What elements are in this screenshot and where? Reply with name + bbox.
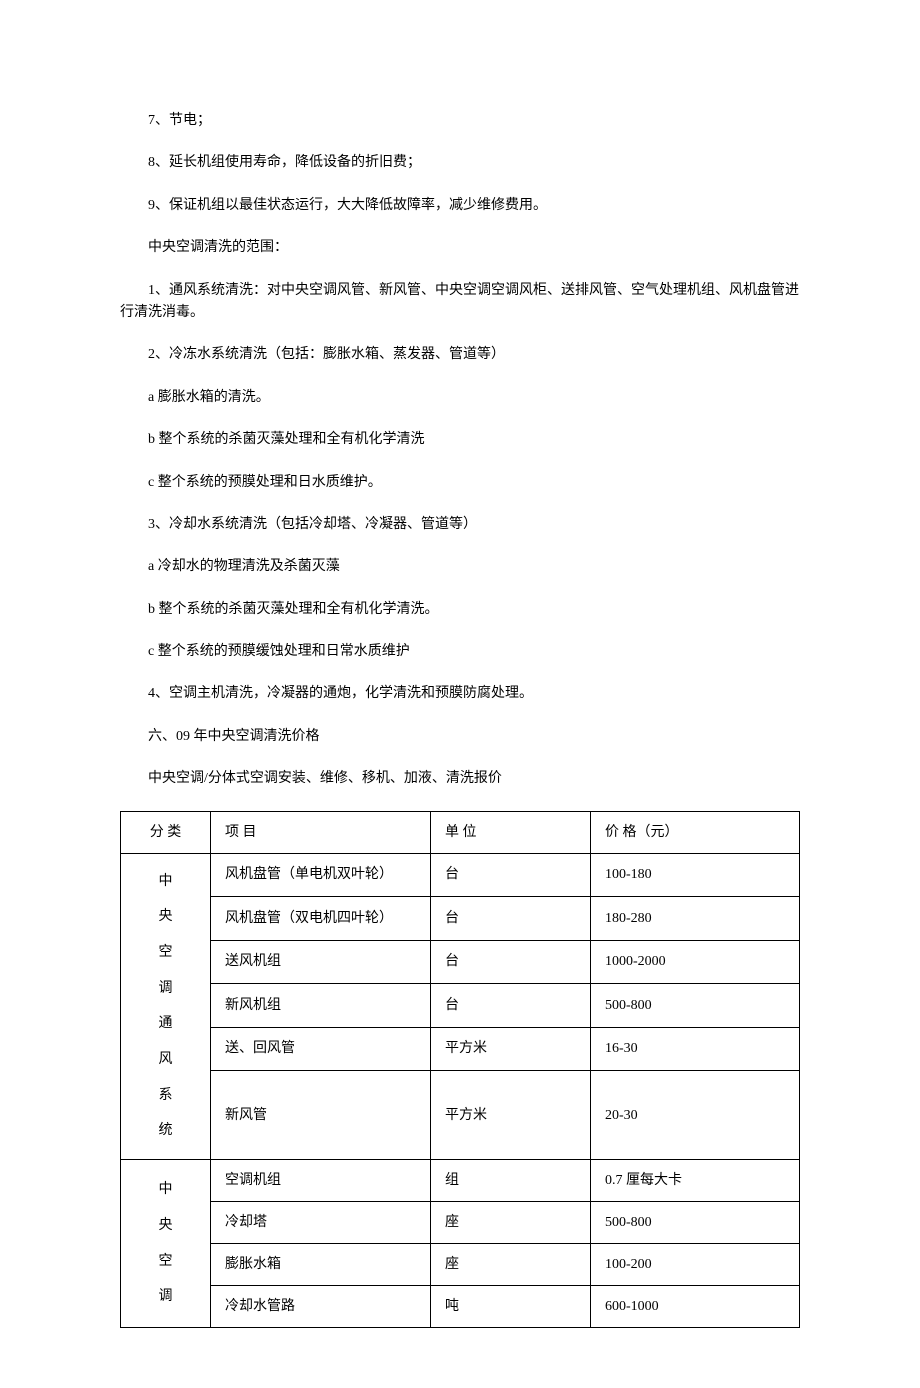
table-row: 中央空调通风系统 风机盘管（单电机双叶轮） 台 100-180	[121, 853, 800, 896]
unit-cell: 座	[431, 1244, 591, 1286]
table-row: 膨胀水箱 座 100-200	[121, 1244, 800, 1286]
price-cell: 500-800	[591, 984, 800, 1027]
price-cell: 0.7 厘每大卡	[591, 1160, 800, 1202]
item-cell: 送、回风管	[211, 1027, 431, 1070]
paragraph: c 整个系统的预膜缓蚀处理和日常水质维护	[120, 641, 800, 663]
item-cell: 冷却塔	[211, 1202, 431, 1244]
paragraph: 1、通风系统清洗：对中央空调风管、新风管、中央空调空调风柜、送排风管、空气处理机…	[120, 280, 800, 325]
table-row: 送、回风管 平方米 16-30	[121, 1027, 800, 1070]
paragraph: 中央空调清洗的范围：	[120, 237, 800, 259]
col-header-unit: 单 位	[431, 811, 591, 853]
table-row: 新风机组 台 500-800	[121, 984, 800, 1027]
unit-cell: 台	[431, 984, 591, 1027]
price-table: 分 类 项 目 单 位 价 格（元） 中央空调通风系统 风机盘管（单电机双叶轮）…	[120, 811, 800, 1329]
unit-cell: 台	[431, 853, 591, 896]
item-cell: 膨胀水箱	[211, 1244, 431, 1286]
table-row: 送风机组 台 1000-2000	[121, 940, 800, 983]
price-cell: 600-1000	[591, 1286, 800, 1328]
item-cell: 新风管	[211, 1071, 431, 1160]
paragraph: b 整个系统的杀菌灭藻处理和全有机化学清洗	[120, 429, 800, 451]
unit-cell: 台	[431, 940, 591, 983]
paragraph: 3、冷却水系统清洗（包括冷却塔、冷凝器、管道等）	[120, 514, 800, 536]
item-cell: 新风机组	[211, 984, 431, 1027]
unit-cell: 平方米	[431, 1027, 591, 1070]
table-row: 冷却水管路 吨 600-1000	[121, 1286, 800, 1328]
item-cell: 风机盘管（单电机双叶轮）	[211, 853, 431, 896]
paragraph: b 整个系统的杀菌灭藻处理和全有机化学清洗。	[120, 599, 800, 621]
price-cell: 1000-2000	[591, 940, 800, 983]
paragraph: 7、节电；	[120, 110, 800, 132]
unit-cell: 吨	[431, 1286, 591, 1328]
unit-cell: 组	[431, 1160, 591, 1202]
price-cell: 100-180	[591, 853, 800, 896]
item-cell: 送风机组	[211, 940, 431, 983]
item-cell: 风机盘管（双电机四叶轮）	[211, 897, 431, 940]
document-page: 7、节电； 8、延长机组使用寿命，降低设备的折旧费； 9、保证机组以最佳状态运行…	[0, 0, 920, 1388]
item-cell: 空调机组	[211, 1160, 431, 1202]
paragraph: c 整个系统的预膜处理和日水质维护。	[120, 472, 800, 494]
category-cell-hvac: 中央空调	[121, 1160, 211, 1328]
category-label: 中央空调通风系统	[159, 864, 173, 1150]
category-cell-ventilation: 中央空调通风系统	[121, 853, 211, 1160]
item-cell: 冷却水管路	[211, 1286, 431, 1328]
col-header-price: 价 格（元）	[591, 811, 800, 853]
table-row: 冷却塔 座 500-800	[121, 1202, 800, 1244]
price-cell: 180-280	[591, 897, 800, 940]
col-header-item: 项 目	[211, 811, 431, 853]
table-row: 中央空调 空调机组 组 0.7 厘每大卡	[121, 1160, 800, 1202]
table-row: 新风管 平方米 20-30	[121, 1071, 800, 1160]
paragraph: 4、空调主机清洗，冷凝器的通炮，化学清洗和预膜防腐处理。	[120, 683, 800, 705]
table-row: 风机盘管（双电机四叶轮） 台 180-280	[121, 897, 800, 940]
paragraph: a 膨胀水箱的清洗。	[120, 387, 800, 409]
unit-cell: 座	[431, 1202, 591, 1244]
paragraph: 六、09 年中央空调清洗价格	[120, 726, 800, 748]
price-cell: 20-30	[591, 1071, 800, 1160]
paragraph: 2、冷冻水系统清洗（包括：膨胀水箱、蒸发器、管道等）	[120, 344, 800, 366]
paragraph: a 冷却水的物理清洗及杀菌灭藻	[120, 556, 800, 578]
paragraph: 中央空调/分体式空调安装、维修、移机、加液、清洗报价	[120, 768, 800, 790]
col-header-category: 分 类	[121, 811, 211, 853]
price-cell: 500-800	[591, 1202, 800, 1244]
unit-cell: 平方米	[431, 1071, 591, 1160]
category-label: 中央空调	[159, 1172, 173, 1315]
paragraph: 8、延长机组使用寿命，降低设备的折旧费；	[120, 152, 800, 174]
paragraph: 9、保证机组以最佳状态运行，大大降低故障率，减少维修费用。	[120, 195, 800, 217]
unit-cell: 台	[431, 897, 591, 940]
price-cell: 16-30	[591, 1027, 800, 1070]
price-cell: 100-200	[591, 1244, 800, 1286]
table-header-row: 分 类 项 目 单 位 价 格（元）	[121, 811, 800, 853]
